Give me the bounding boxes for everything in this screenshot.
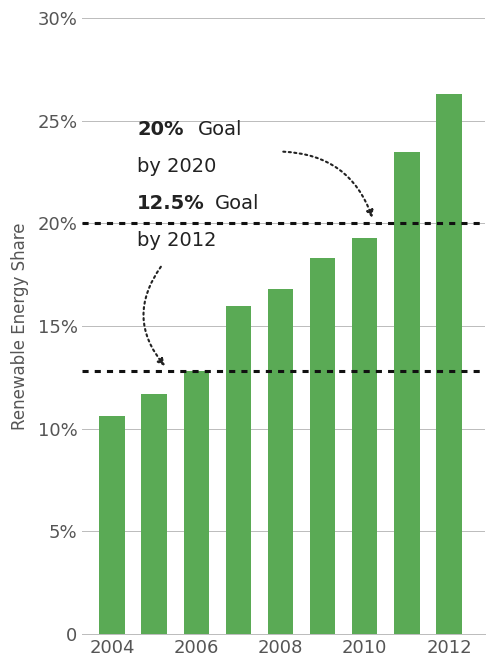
Bar: [141, 394, 167, 634]
Text: Goal: Goal: [215, 194, 260, 213]
Bar: [226, 305, 251, 634]
Bar: [352, 238, 377, 634]
Bar: [310, 259, 335, 634]
Bar: [184, 371, 209, 634]
Text: by 2012: by 2012: [137, 231, 217, 250]
Text: by 2020: by 2020: [137, 157, 217, 176]
Text: 20%: 20%: [137, 120, 184, 139]
Text: 12.5%: 12.5%: [137, 194, 205, 213]
Bar: [394, 152, 420, 634]
Bar: [436, 94, 462, 634]
Bar: [99, 416, 124, 634]
Y-axis label: Renewable Energy Share: Renewable Energy Share: [11, 222, 29, 430]
Text: Goal: Goal: [198, 120, 243, 139]
Bar: [268, 289, 293, 634]
